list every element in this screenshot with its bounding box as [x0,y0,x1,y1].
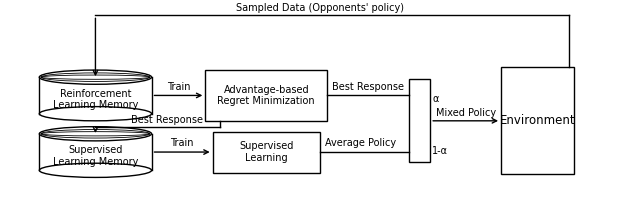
Text: Environment: Environment [500,114,576,127]
Text: Average Policy: Average Policy [325,138,396,148]
Text: Mixed Policy: Mixed Policy [436,108,496,118]
Bar [205,70,327,121]
Text: Sampled Data (Opponents' policy): Sampled Data (Opponents' policy) [236,3,404,13]
Text: Advantage-based
Regret Minimization: Advantage-based Regret Minimization [217,85,315,106]
Text: Reinforcement
Learning Memory: Reinforcement Learning Memory [53,89,138,110]
Text: Best Response: Best Response [131,115,204,125]
Text: Train: Train [171,138,194,148]
Text: Supervised
Learning: Supervised Learning [239,141,294,163]
Ellipse shape [39,70,152,84]
Ellipse shape [39,127,152,141]
Bar [212,132,320,173]
Text: α: α [432,94,439,104]
Bar [409,79,430,162]
Bar [501,67,574,174]
Text: 1-α: 1-α [432,146,448,156]
Text: Supervised
Learning Memory: Supervised Learning Memory [53,145,138,167]
Text: Train: Train [167,82,190,92]
Text: Best Response: Best Response [332,82,404,92]
